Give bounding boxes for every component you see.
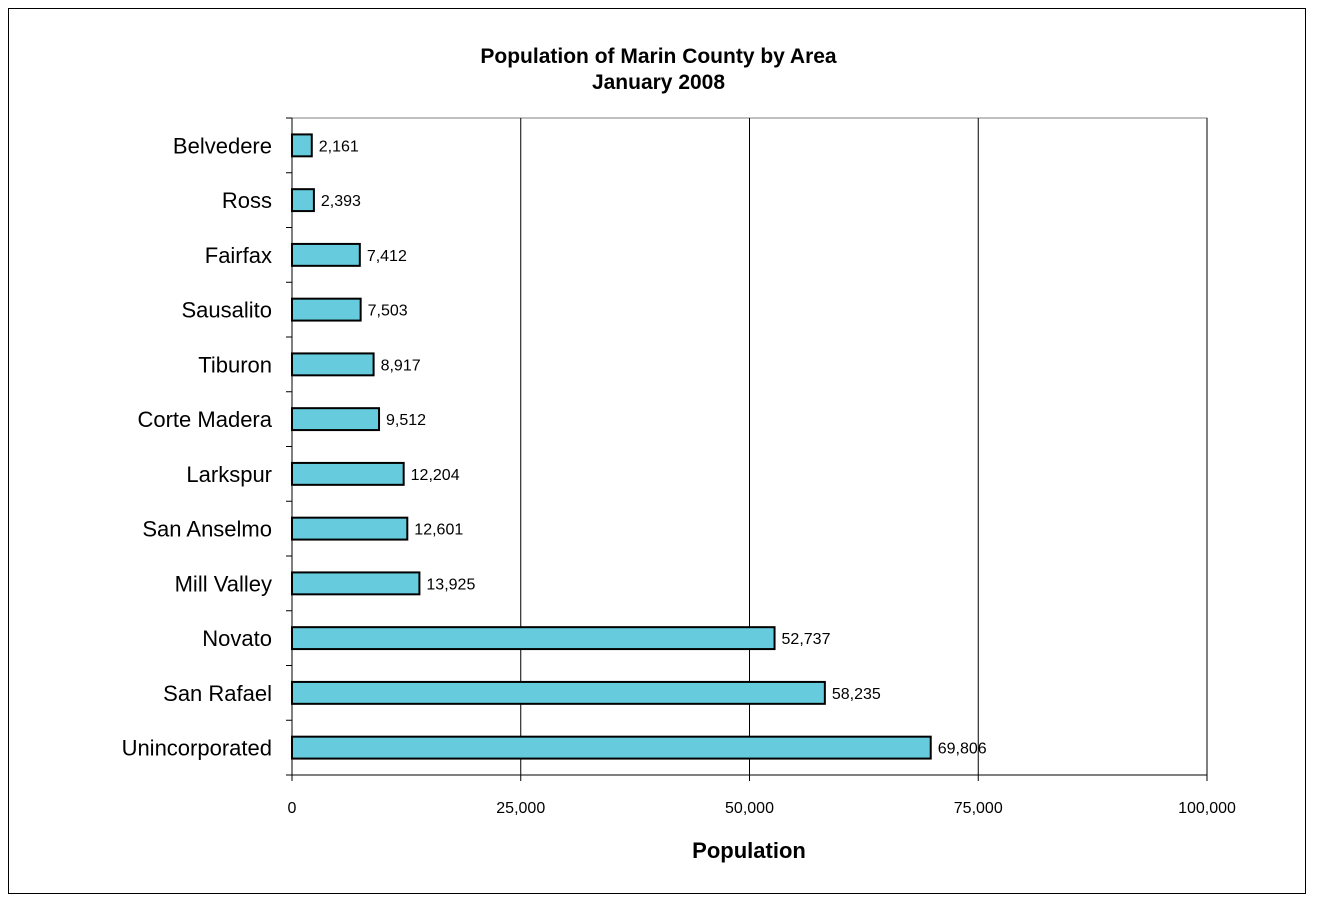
data-label: 13,925 [426,576,475,593]
data-label: 58,235 [832,686,881,703]
data-label: 12,204 [411,467,460,484]
bar-larkspur [291,461,405,486]
category-label: Larkspur [186,462,272,487]
bars [291,133,932,760]
bar-unincorporated [291,735,932,760]
bar-sausalito [291,297,362,322]
bar-san-rafael [291,680,826,705]
bar-san-anselmo [291,516,409,541]
category-label: Unincorporated [122,736,272,761]
chart-title-block: Population of Marin County by Area Janua… [0,44,1317,96]
category-label: Ross [222,188,272,213]
bar-corte-madera [291,407,381,432]
category-label: Corte Madera [137,407,272,432]
bar-novato [291,626,776,651]
data-label: 2,161 [319,138,359,155]
category-label: Sausalito [181,298,272,323]
x-tick-label: 75,000 [954,800,1003,817]
x-tick-label: 25,000 [496,800,545,817]
grid-lines [291,117,1208,776]
category-label: San Anselmo [142,517,272,542]
category-label: Belvedere [173,133,272,158]
category-label: San Rafael [163,681,272,706]
bar-fairfax [291,242,361,267]
data-label: 7,503 [368,303,408,320]
x-axis-title: Population [692,838,806,863]
data-label: 8,917 [381,357,421,374]
labels: 0 25,000 50,000 75,000 100,000 Belvedere 2,161… [122,133,1236,817]
data-label: 2,393 [321,193,361,210]
category-label: Fairfax [205,243,272,268]
category-label: Tiburon [198,352,272,377]
x-tick-label: 50,000 [725,800,774,817]
data-label: 12,601 [414,522,463,539]
bar-tiburon [291,352,375,377]
data-label: 7,412 [367,248,407,265]
x-tick-label: 0 [288,800,297,817]
category-label: Novato [202,626,272,651]
data-label: 9,512 [386,412,426,429]
bar-ross [291,188,315,213]
axes [286,117,1208,781]
data-label: 69,806 [938,741,987,758]
data-label: 52,737 [782,631,831,648]
chart-subtitle: January 2008 [591,71,726,94]
category-label: Mill Valley [175,571,272,596]
chart-title: Population of Marin County by Area [480,45,837,68]
x-tick-label: 100,000 [1178,800,1236,817]
bar-belvedere [291,133,313,158]
bar-mill-valley [291,571,421,596]
